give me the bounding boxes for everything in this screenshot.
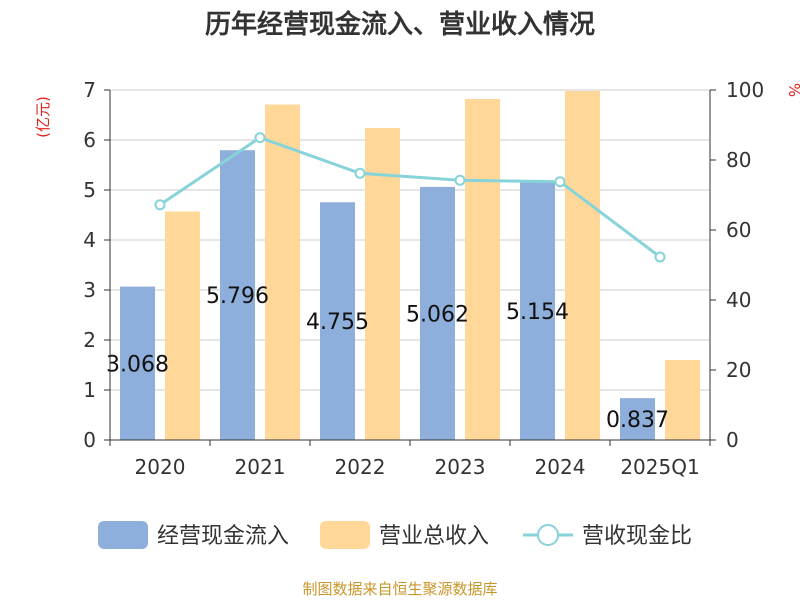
right-tick-label: 0 (726, 428, 739, 452)
ratio-line-path (159, 135, 661, 259)
left-tick-label: 4 (83, 228, 96, 252)
axes: 0 1 2 3 4 5 6 7 0 20 40 60 80 100 2020 2021 2022 2023 2024… (83, 78, 764, 479)
right-tick-label: 60 (726, 218, 751, 242)
right-tick-label: 80 (726, 148, 751, 172)
right-tick-label: 100 (726, 78, 764, 102)
x-tick-label: 2022 (335, 455, 386, 479)
left-tick-label: 6 (83, 128, 96, 152)
ratio-point (154, 199, 166, 211)
ratio-point (654, 251, 666, 263)
bar-cash-inflow (620, 398, 655, 440)
bar-cash-inflow (320, 202, 355, 440)
x-tick-label: 2020 (135, 455, 186, 479)
bar-cash-inflow (120, 286, 155, 440)
legend-swatch-total-revenue (320, 521, 370, 549)
legend-label-cash-inflow: 经营现金流入 (157, 524, 289, 549)
chart-title: 历年经营现金流入、营业收入情况 (205, 9, 595, 40)
x-tick-label: 2024 (535, 455, 586, 479)
bar-total-revenue (565, 91, 600, 440)
right-tick-label: 20 (726, 358, 751, 382)
right-tick-label: 40 (726, 288, 751, 312)
right-axis-unit: % (785, 83, 800, 97)
cash-inflow-value-label: 3.068 (106, 352, 169, 377)
bars (120, 91, 700, 441)
bar-total-revenue (465, 99, 500, 440)
bar-total-revenue (265, 104, 300, 440)
left-axis-unit: (亿元) (34, 96, 52, 138)
cash-inflow-value-label: 4.755 (306, 310, 369, 335)
ratio-point (354, 167, 366, 179)
legend-label-ratio: 营收现金比 (582, 524, 692, 549)
legend: 经营现金流入 营业总收入 营收现金比 (98, 521, 692, 549)
bar-total-revenue (665, 360, 700, 440)
left-tick-label: 0 (83, 428, 96, 452)
ratio-line (154, 132, 666, 263)
left-tick-label: 1 (83, 378, 96, 402)
left-tick-label: 2 (83, 328, 96, 352)
bar-cash-inflow (220, 150, 255, 440)
cash-inflow-value-label: 0.837 (606, 408, 669, 433)
left-tick-label: 5 (83, 178, 96, 202)
grid-lines (110, 89, 710, 391)
ratio-point (554, 176, 566, 188)
bar-total-revenue (165, 211, 200, 440)
ratio-point (254, 132, 266, 144)
legend-swatch-ratio-marker (537, 524, 559, 546)
bar-cash-inflow (520, 182, 555, 441)
data-labels: 3.068 5.796 4.755 5.062 5.154 0.837 (106, 284, 669, 433)
left-tick-label: 7 (83, 78, 96, 102)
bar-cash-inflow (420, 186, 455, 440)
cash-inflow-value-label: 5.062 (406, 302, 469, 327)
cash-inflow-value-label: 5.154 (506, 300, 569, 325)
x-tick-label: 2023 (435, 455, 486, 479)
legend-swatch-cash-inflow (98, 521, 148, 549)
x-tick-label: 2025Q1 (620, 455, 699, 479)
legend-label-total-revenue: 营业总收入 (379, 524, 489, 549)
ratio-point (454, 174, 466, 186)
left-tick-label: 3 (83, 278, 96, 302)
x-tick-label: 2021 (235, 455, 286, 479)
cash-inflow-value-label: 5.796 (206, 284, 269, 309)
bar-total-revenue (365, 128, 400, 440)
data-source-note: 制图数据来自恒生聚源数据库 (302, 580, 497, 598)
